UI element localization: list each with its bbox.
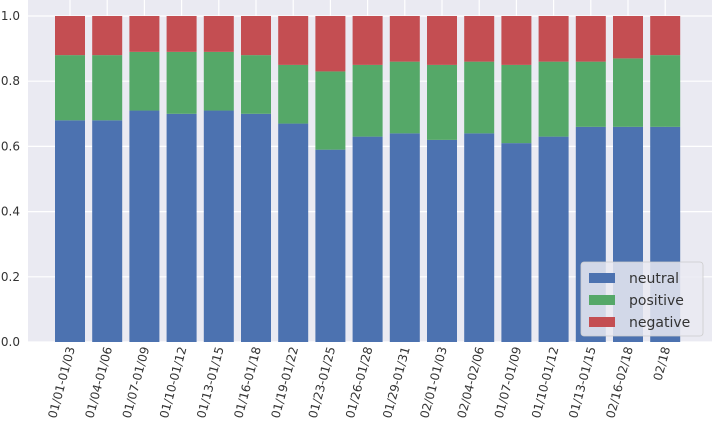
x-tick-label: 01/13-01/15 [194, 345, 227, 420]
x-tick-label: 01/07-01/09 [120, 345, 153, 420]
bar-negative [538, 16, 569, 62]
bars [55, 16, 681, 342]
bar-negative [389, 16, 420, 62]
bar-neutral [241, 113, 271, 342]
bar-positive [389, 61, 420, 134]
bar-neutral [92, 120, 123, 342]
x-tick-label: 01/01-01/03 [45, 345, 78, 420]
bar-positive [278, 64, 309, 124]
bar-negative [650, 16, 681, 56]
y-tick-label: 0.4 [1, 205, 20, 219]
legend-swatch-neutral [589, 273, 615, 283]
bar-positive [241, 55, 271, 114]
bar-neutral [166, 113, 197, 342]
bar-negative [129, 16, 160, 52]
x-tick-label: 01/16-01/18 [231, 345, 264, 420]
y-tick-label: 1.0 [1, 9, 20, 23]
bar-negative [166, 16, 197, 52]
bar-neutral [538, 136, 569, 342]
bar-positive [464, 61, 495, 134]
bar-negative [427, 16, 457, 65]
legend-label-neutral: neutral [629, 271, 679, 287]
x-tick-label: 01/10-01/12 [529, 345, 562, 420]
legend-swatch-negative [589, 317, 615, 327]
bar-positive [650, 55, 681, 127]
bar-neutral [501, 143, 532, 342]
bar-negative [203, 16, 234, 52]
x-tick-label: 01/13-01/15 [566, 345, 599, 420]
bar-positive [203, 51, 234, 111]
x-tick-label: 02/01-01/03 [417, 345, 450, 420]
x-tick-labels: 01/01-01/03 01/04-01/06 01/07-01/09 01/10-0… [45, 345, 673, 420]
bar-neutral [464, 133, 495, 342]
bar-negative [92, 16, 123, 56]
y-tick-label: 0.6 [1, 139, 20, 153]
legend: neutral positive negative [580, 261, 704, 337]
bar-negative [464, 16, 495, 62]
bar-neutral [315, 149, 346, 342]
y-tick-label: 0.8 [1, 74, 20, 88]
x-tick-label: 01/26-01/28 [343, 345, 376, 420]
x-tick-label: 02/16-02/18 [603, 345, 636, 420]
x-tick-label: 01/29-01/31 [380, 345, 413, 420]
bar-negative [575, 16, 606, 62]
x-tick-label: 01/04-01/06 [83, 345, 116, 420]
bar-positive [575, 61, 606, 127]
bar-negative [278, 16, 309, 65]
x-tick-label: 02/04-02/06 [455, 345, 488, 420]
x-tick-label: 01/10-01/12 [157, 345, 190, 420]
bar-neutral [389, 133, 420, 342]
bar-positive [92, 55, 123, 121]
legend-label-positive: positive [629, 293, 684, 309]
x-tick-label: 02/18 [651, 345, 673, 382]
bar-neutral [129, 110, 160, 342]
bar-negative [55, 16, 85, 56]
bar-negative [315, 16, 346, 72]
bar-positive [129, 51, 160, 111]
legend-label-negative: negative [629, 315, 690, 331]
bar-positive [501, 64, 532, 144]
bar-positive [55, 55, 85, 121]
x-tick-label: 01/19-01/22 [269, 345, 302, 420]
bar-neutral [352, 136, 383, 342]
y-tick-labels: 0.0 0.2 0.4 0.6 0.8 1.0 [1, 9, 20, 349]
bar-neutral [278, 123, 309, 342]
y-tick-label: 0.0 [1, 335, 20, 349]
bar-positive [613, 58, 643, 127]
y-tick-label: 0.2 [1, 270, 20, 284]
bar-positive [352, 64, 383, 137]
bar-negative [501, 16, 532, 65]
bar-neutral [427, 139, 457, 342]
x-tick-label: 01/07-01/09 [492, 345, 525, 420]
bar-negative [613, 16, 643, 59]
bar-neutral [203, 110, 234, 342]
x-tick-label: 01/23-01/25 [306, 345, 339, 420]
bar-positive [427, 64, 457, 140]
bar-positive [166, 51, 197, 114]
bar-negative [241, 16, 271, 56]
bar-negative [352, 16, 383, 65]
legend-swatch-positive [589, 295, 615, 305]
bar-positive [315, 71, 346, 150]
bar-positive [538, 61, 569, 137]
bar-neutral [55, 120, 85, 342]
